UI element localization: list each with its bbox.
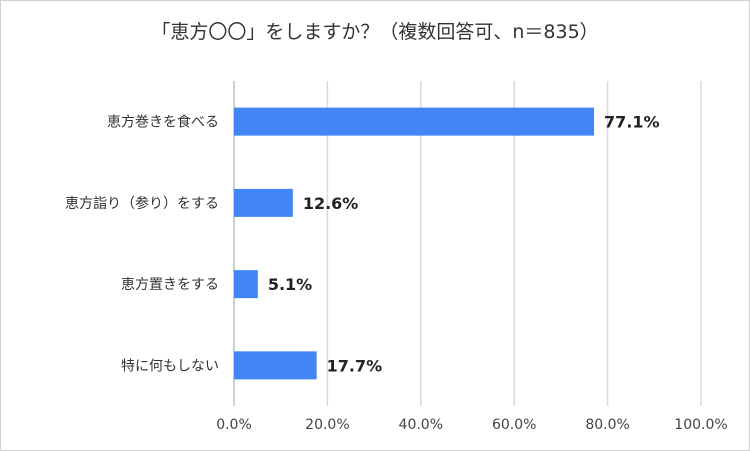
bar — [234, 351, 317, 380]
x-tick-label: 0.0% — [216, 417, 252, 433]
bar — [234, 270, 258, 299]
data-label: 12.6% — [303, 194, 359, 213]
x-tick-label: 100.0% — [674, 417, 727, 433]
category-label: 恵方置きをする — [121, 277, 219, 293]
x-tick-label: 40.0% — [399, 417, 443, 433]
data-label: 17.7% — [327, 356, 383, 375]
bar — [234, 107, 595, 136]
category-label: 恵方詣り（参り）をする — [65, 195, 219, 212]
category-label: 特に何もしない — [121, 358, 219, 374]
chart-title: 「恵方〇〇」をしますか？（複数回答可、n＝835） — [151, 21, 599, 43]
category-label: 恵方巻きを食べる — [107, 114, 219, 131]
data-label: 77.1% — [604, 113, 660, 132]
data-label: 5.1% — [268, 275, 312, 294]
x-tick-label: 20.0% — [305, 417, 349, 433]
x-tick-label: 80.0% — [585, 417, 629, 433]
bar — [234, 188, 293, 217]
x-tick-label: 60.0% — [492, 417, 536, 433]
